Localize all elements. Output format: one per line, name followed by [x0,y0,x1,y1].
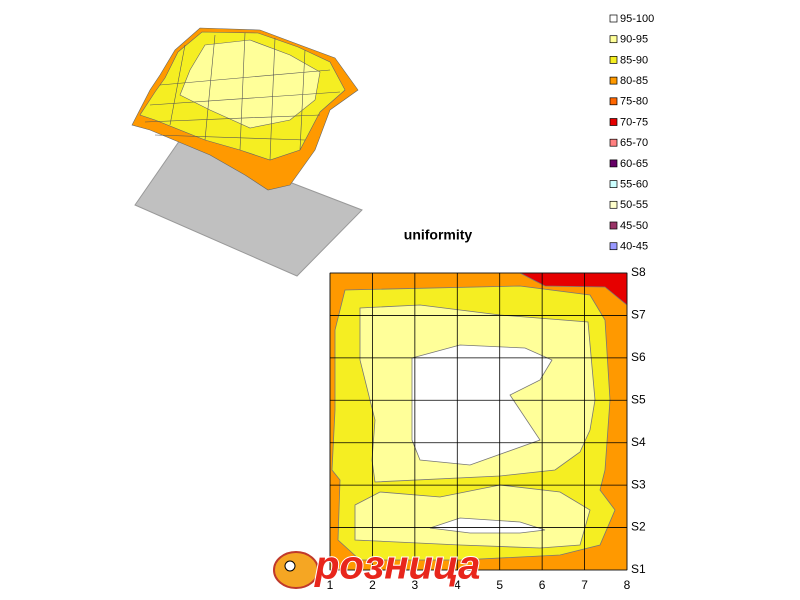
legend-label: 80-85 [620,75,648,87]
x-tick-label: 8 [624,578,631,592]
legend-swatch [609,138,618,147]
legend-label: 75-80 [620,96,648,108]
legend-swatch [609,56,618,64]
legend-label: 90-95 [620,34,648,46]
floor-plane [134,139,363,277]
legend-label: 70-75 [620,116,648,128]
y-tick-label: S7 [631,308,646,322]
y-tick-label: S3 [631,477,646,491]
x-tick-label: 4 [454,578,461,592]
legend-swatch [609,221,618,230]
y-tick-label: S2 [631,520,646,534]
legend-label: 65-70 [620,137,648,149]
legend-swatch [609,242,618,251]
x-tick-label: 3 [412,578,419,592]
legend-swatch [609,35,618,44]
contour-region [411,344,553,466]
contour-region [429,517,546,534]
legend-swatch [609,76,618,85]
legend-swatch [609,14,618,23]
x-tick-label: 2 [369,578,376,592]
legend-swatch [609,159,618,168]
logo-text: розница [314,544,480,588]
y-tick-label: S8 [631,265,646,279]
legend-swatch [609,180,618,188]
x-tick-label: 1 [327,578,334,592]
x-tick-label: 5 [496,578,503,592]
contour-plot [329,272,628,571]
y-tick-label: S4 [631,435,646,449]
x-tick-label: 6 [539,578,546,592]
y-tick-label: S6 [631,350,646,364]
legend-label: 85-90 [620,54,648,66]
legend-label: 95-100 [620,13,654,25]
logo-eye [284,560,296,572]
logo: розница [273,543,481,589]
contour-region [354,484,591,549]
y-tick-label: S5 [631,392,646,406]
y-tick-label: S1 [631,562,646,576]
legend-label: 55-60 [620,179,648,191]
legend-swatch [609,200,618,209]
logo-mascot [273,551,319,589]
legend-swatch [609,118,618,126]
surface-top [179,39,321,129]
legend-swatch [609,97,618,106]
x-tick-label: 7 [581,578,588,592]
chart-title: uniformity [404,227,473,243]
surface-3d [131,27,363,277]
legend-label: 40-45 [620,241,648,253]
surface-mesh [144,32,341,161]
legend: 95-100 90-95 85-90 80-85 75-80 70-75 65-70 60-6… [609,13,654,253]
legend-label: 50-55 [620,199,648,211]
legend-label: 60-65 [620,158,648,170]
legend-label: 45-50 [620,220,648,232]
